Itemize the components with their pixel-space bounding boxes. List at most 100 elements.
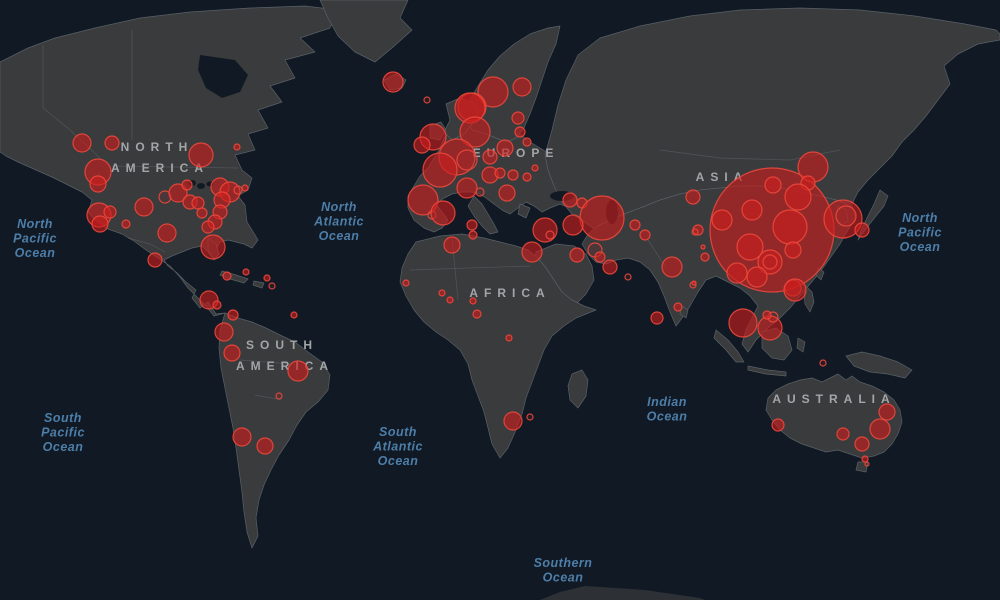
- case-marker[interactable]: [507, 169, 519, 181]
- case-marker[interactable]: [468, 230, 478, 240]
- case-marker[interactable]: [545, 230, 555, 240]
- case-marker[interactable]: [469, 297, 477, 305]
- case-marker[interactable]: [242, 268, 250, 276]
- case-marker[interactable]: [196, 207, 208, 219]
- case-marker[interactable]: [562, 192, 578, 208]
- case-marker[interactable]: [402, 279, 410, 287]
- case-marker[interactable]: [685, 189, 701, 205]
- case-marker[interactable]: [181, 179, 193, 191]
- case-marker[interactable]: [168, 183, 188, 203]
- case-marker[interactable]: [700, 244, 706, 250]
- case-marker[interactable]: [200, 234, 226, 260]
- case-marker[interactable]: [594, 251, 606, 263]
- case-marker[interactable]: [227, 309, 239, 321]
- case-marker[interactable]: [819, 359, 827, 367]
- case-marker[interactable]: [407, 184, 439, 216]
- case-marker[interactable]: [531, 164, 539, 172]
- case-marker[interactable]: [157, 223, 177, 243]
- case-marker[interactable]: [757, 249, 783, 275]
- case-marker[interactable]: [268, 282, 276, 290]
- case-marker[interactable]: [430, 200, 456, 226]
- case-marker[interactable]: [522, 137, 532, 147]
- case-marker[interactable]: [711, 209, 733, 231]
- case-marker[interactable]: [290, 311, 298, 319]
- case-marker[interactable]: [477, 76, 509, 108]
- case-marker[interactable]: [104, 135, 120, 151]
- case-marker[interactable]: [661, 256, 683, 278]
- case-marker[interactable]: [422, 152, 458, 188]
- case-marker[interactable]: [446, 296, 454, 304]
- case-marker[interactable]: [532, 217, 558, 243]
- case-marker[interactable]: [222, 271, 232, 281]
- case-marker[interactable]: [569, 247, 585, 263]
- case-marker[interactable]: [438, 289, 446, 297]
- case-marker[interactable]: [443, 236, 461, 254]
- case-marker[interactable]: [784, 183, 812, 211]
- case-marker[interactable]: [233, 143, 241, 151]
- case-marker[interactable]: [629, 219, 641, 231]
- case-marker[interactable]: [736, 233, 764, 261]
- case-marker[interactable]: [498, 184, 516, 202]
- case-marker[interactable]: [762, 254, 778, 270]
- case-marker[interactable]: [771, 418, 785, 432]
- case-marker[interactable]: [214, 322, 234, 342]
- case-marker[interactable]: [526, 413, 534, 421]
- case-marker[interactable]: [103, 205, 117, 219]
- case-marker[interactable]: [650, 311, 664, 325]
- case-marker[interactable]: [673, 302, 683, 312]
- case-marker[interactable]: [233, 185, 243, 195]
- case-marker[interactable]: [91, 215, 109, 233]
- case-marker[interactable]: [762, 310, 772, 320]
- case-marker[interactable]: [772, 209, 808, 245]
- case-marker[interactable]: [746, 266, 768, 288]
- case-marker[interactable]: [562, 214, 584, 236]
- case-marker[interactable]: [854, 222, 870, 238]
- case-marker[interactable]: [287, 360, 309, 382]
- case-marker[interactable]: [700, 252, 710, 262]
- case-marker[interactable]: [475, 187, 485, 197]
- case-marker[interactable]: [511, 111, 525, 125]
- case-marker[interactable]: [191, 196, 205, 210]
- case-marker[interactable]: [854, 436, 870, 452]
- case-marker[interactable]: [459, 116, 491, 148]
- case-marker[interactable]: [864, 461, 870, 467]
- case-marker[interactable]: [764, 176, 782, 194]
- case-marker[interactable]: [482, 149, 498, 165]
- case-marker[interactable]: [121, 219, 131, 229]
- case-marker[interactable]: [505, 334, 513, 342]
- case-marker[interactable]: [823, 199, 863, 239]
- case-marker[interactable]: [503, 411, 523, 431]
- case-marker[interactable]: [514, 126, 526, 138]
- case-marker[interactable]: [275, 392, 283, 400]
- case-marker[interactable]: [263, 274, 271, 282]
- case-marker[interactable]: [494, 167, 506, 179]
- case-marker[interactable]: [188, 142, 214, 168]
- case-marker[interactable]: [835, 205, 857, 227]
- case-marker[interactable]: [472, 309, 482, 319]
- case-marker[interactable]: [232, 427, 252, 447]
- case-marker[interactable]: [784, 241, 802, 259]
- case-marker[interactable]: [728, 308, 758, 338]
- case-marker[interactable]: [522, 172, 532, 182]
- case-marker[interactable]: [382, 71, 404, 93]
- case-marker[interactable]: [423, 96, 431, 104]
- case-marker[interactable]: [521, 241, 543, 263]
- case-marker[interactable]: [741, 199, 763, 221]
- case-marker[interactable]: [456, 149, 478, 171]
- case-marker[interactable]: [691, 228, 699, 236]
- case-marker[interactable]: [256, 437, 274, 455]
- case-marker[interactable]: [783, 278, 807, 302]
- case-marker[interactable]: [869, 418, 891, 440]
- case-marker[interactable]: [512, 77, 532, 97]
- case-marker[interactable]: [241, 184, 249, 192]
- case-marker[interactable]: [836, 427, 850, 441]
- case-marker[interactable]: [496, 139, 514, 157]
- case-marker[interactable]: [726, 262, 748, 284]
- case-marker[interactable]: [89, 175, 107, 193]
- case-marker[interactable]: [223, 344, 241, 362]
- case-marker[interactable]: [602, 259, 618, 275]
- case-marker[interactable]: [201, 220, 215, 234]
- case-marker[interactable]: [134, 197, 154, 217]
